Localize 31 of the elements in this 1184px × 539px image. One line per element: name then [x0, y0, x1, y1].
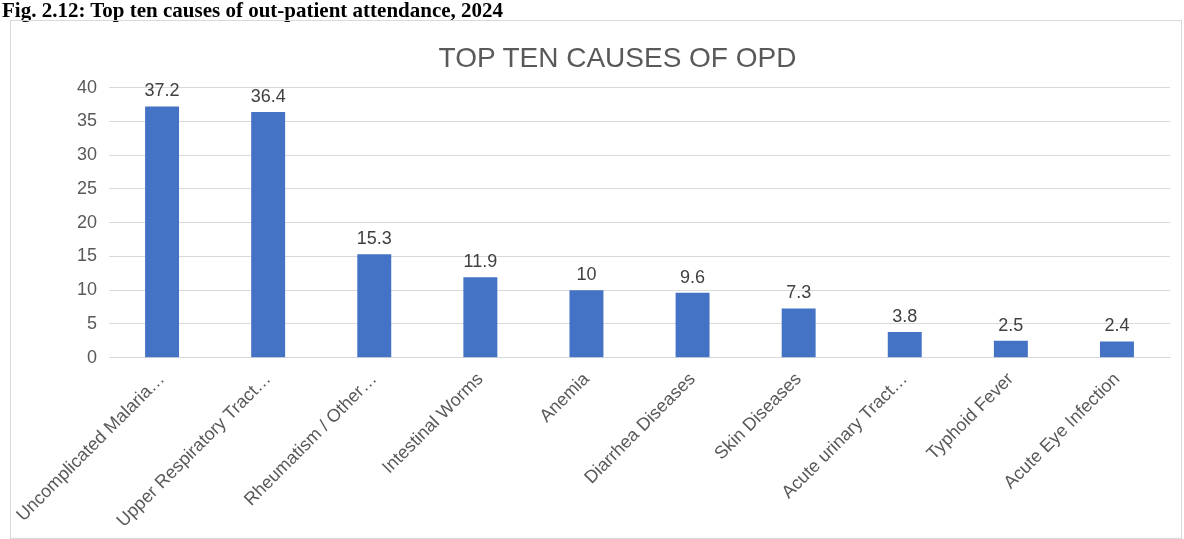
bar	[357, 254, 392, 358]
y-tick-label: 25	[76, 177, 98, 198]
data-label: 3.8	[892, 305, 918, 326]
bar	[463, 277, 498, 358]
y-tick-label: 5	[87, 312, 98, 333]
caption: Fig. 2.12: Top ten causes of out-patient attendance, 2024	[2, 0, 504, 23]
bar	[781, 308, 816, 358]
y-tick-label: 0	[87, 346, 98, 367]
data-label: 37.2	[144, 80, 180, 101]
y-tick-label: 15	[76, 245, 98, 266]
data-label: 9.6	[680, 266, 706, 287]
y-tick-label: 20	[76, 211, 98, 232]
bar	[145, 106, 180, 358]
y-tick-label: 35	[76, 110, 98, 131]
y-tick-label: 30	[76, 144, 98, 165]
data-label: 10	[576, 264, 597, 285]
bar	[675, 292, 710, 358]
y-tick-label: 40	[76, 76, 98, 97]
data-label: 36.4	[250, 85, 286, 106]
bar	[993, 340, 1028, 358]
y-tick-label: 10	[76, 279, 98, 300]
data-label: 2.5	[998, 314, 1024, 335]
data-label: 11.9	[463, 251, 498, 272]
bar	[569, 290, 604, 358]
bar	[1099, 341, 1134, 358]
chart-title: TOP TEN CAUSES OF OPD	[438, 41, 797, 73]
data-label: 7.3	[786, 282, 812, 303]
bar	[887, 332, 922, 358]
data-label: 2.4	[1104, 315, 1130, 336]
bar	[251, 111, 286, 358]
data-label: 15.3	[356, 228, 392, 249]
